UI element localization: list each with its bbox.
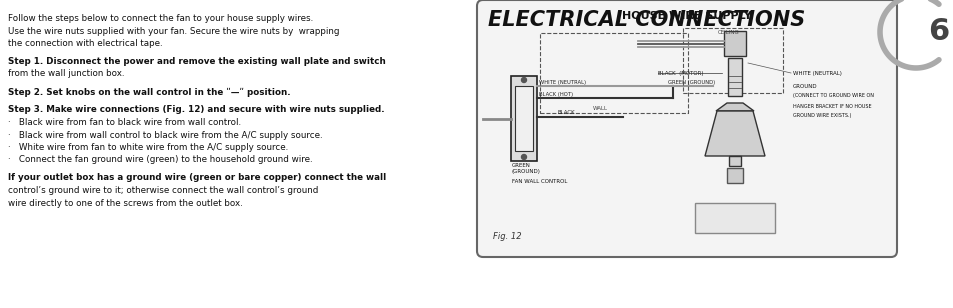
Text: Follow the steps below to connect the fan to your house supply wires.: Follow the steps below to connect the fa… <box>8 14 313 23</box>
Text: ·   Black wire from fan to black wire from wall control.: · Black wire from fan to black wire from… <box>8 118 241 127</box>
Text: 6: 6 <box>927 18 948 47</box>
Text: Step 1. Disconnect the power and remove the existing wall plate and switch: Step 1. Disconnect the power and remove … <box>8 57 385 66</box>
Text: (CONNECT TO GROUND WIRE ON: (CONNECT TO GROUND WIRE ON <box>792 94 873 99</box>
Text: BLACK  (MOTOR): BLACK (MOTOR) <box>658 71 702 75</box>
Text: control’s ground wire to it; otherwise connect the wall control’s ground: control’s ground wire to it; otherwise c… <box>8 186 318 195</box>
Text: BLACK (HOT): BLACK (HOT) <box>538 92 573 97</box>
Bar <box>723 31 745 56</box>
Bar <box>695 203 774 233</box>
Text: If your outlet box has a ground wire (green or bare copper) connect the wall: If your outlet box has a ground wire (gr… <box>8 173 386 183</box>
Text: ·   White wire from fan to white wire from the A/C supply source.: · White wire from fan to white wire from… <box>8 143 288 152</box>
Text: WHITE (NEUTRAL): WHITE (NEUTRAL) <box>538 80 585 85</box>
Text: WHITE (NEUTRAL): WHITE (NEUTRAL) <box>792 71 841 75</box>
Text: GROUND: GROUND <box>792 83 817 88</box>
Text: from the wall junction box.: from the wall junction box. <box>8 70 125 79</box>
FancyBboxPatch shape <box>476 0 896 257</box>
Text: HANGER BRACKET IF NO HOUSE: HANGER BRACKET IF NO HOUSE <box>792 103 871 108</box>
Text: HOUSE WIRE SUPPLY: HOUSE WIRE SUPPLY <box>621 11 751 21</box>
Circle shape <box>521 155 526 160</box>
Text: FAN WALL CONTROL: FAN WALL CONTROL <box>512 179 567 184</box>
Bar <box>539 33 687 113</box>
Text: GROUND WIRE EXISTS.): GROUND WIRE EXISTS.) <box>792 114 850 119</box>
Polygon shape <box>704 111 764 156</box>
Text: Fig. 12: Fig. 12 <box>493 232 521 241</box>
Text: ·   Connect the fan ground wire (green) to the household ground wire.: · Connect the fan ground wire (green) to… <box>8 156 313 164</box>
Text: GREEN (GROUND): GREEN (GROUND) <box>667 80 715 85</box>
Text: Step 3. Make wire connections (Fig. 12) and secure with wire nuts supplied.: Step 3. Make wire connections (Fig. 12) … <box>8 106 384 115</box>
Polygon shape <box>716 103 753 111</box>
Circle shape <box>521 78 526 83</box>
Bar <box>726 168 742 183</box>
Bar <box>515 86 533 151</box>
Text: CEILING: CEILING <box>718 30 739 35</box>
Text: the connection with electrical tape.: the connection with electrical tape. <box>8 39 162 48</box>
Text: ·   Black wire from wall control to black wire from the A/C supply source.: · Black wire from wall control to black … <box>8 131 322 140</box>
Text: Use the wire nuts supplied with your fan. Secure the wire nuts by  wrapping: Use the wire nuts supplied with your fan… <box>8 26 339 35</box>
Text: Step 2. Set knobs on the wall control in the ʺ—ʺ position.: Step 2. Set knobs on the wall control in… <box>8 87 291 97</box>
Text: ELECTRICAL CONNECTIONS: ELECTRICAL CONNECTIONS <box>488 10 804 30</box>
Bar <box>727 58 741 96</box>
Text: GREEN
(GROUND): GREEN (GROUND) <box>512 163 540 174</box>
Text: WALL: WALL <box>593 106 607 111</box>
Bar <box>682 28 782 93</box>
Text: BLACK: BLACK <box>558 111 575 116</box>
Bar <box>728 156 740 166</box>
Bar <box>511 76 537 161</box>
Text: wire directly to one of the screws from the outlet box.: wire directly to one of the screws from … <box>8 198 242 208</box>
